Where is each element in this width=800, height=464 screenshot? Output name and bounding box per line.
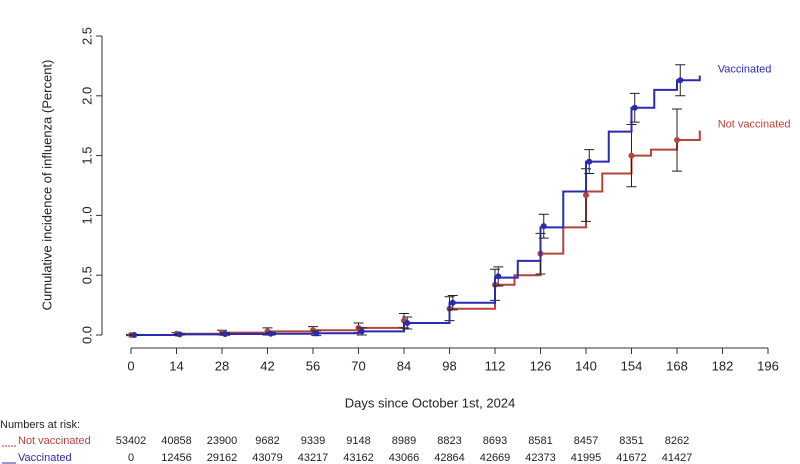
point (677, 77, 684, 84)
y-tick-label: 0.5 (79, 266, 94, 284)
point (449, 299, 456, 306)
risk-value: 8581 (528, 435, 552, 447)
x-tick-label: 126 (530, 358, 552, 373)
risk-value: 43162 (343, 452, 374, 464)
y-tick-label: 2.5 (79, 27, 94, 45)
risk-value: 8457 (574, 435, 598, 447)
risk-value: 53402 (116, 435, 147, 447)
point (267, 330, 274, 337)
risk-value: 41427 (662, 452, 693, 464)
x-tick-label: 98 (442, 358, 456, 373)
risk-table-title: Numbers at risk: (0, 419, 80, 431)
point (674, 137, 680, 144)
x-tick-label: 56 (306, 358, 320, 373)
x-axis-title: Days since October 1st, 2024 (345, 395, 516, 410)
risk-value: 8989 (392, 435, 416, 447)
step-line (131, 75, 701, 336)
x-tick-label: 70 (351, 358, 365, 373)
point (586, 158, 593, 165)
risk-value: 41672 (616, 452, 647, 464)
risk-value: 23900 (207, 435, 238, 447)
risk-value: 8351 (619, 435, 643, 447)
x-tick-label: 168 (666, 358, 688, 373)
series-label: Vaccinated (718, 63, 772, 75)
x-tick-label: 84 (397, 358, 411, 373)
risk-value: 43066 (389, 452, 420, 464)
risk-value: 29162 (207, 452, 238, 464)
x-tick-label: 0 (127, 358, 134, 373)
y-tick-label: 2.0 (79, 87, 94, 105)
risk-value: 8262 (665, 435, 689, 447)
x-tick-label: 14 (169, 358, 183, 373)
x-tick-label: 154 (621, 358, 643, 373)
risk-value: 41995 (571, 452, 602, 464)
risk-value: 42864 (434, 452, 465, 464)
risk-value: 0 (128, 452, 134, 464)
y-axis-title: Cumulative incidence of influenza (Perce… (39, 60, 54, 311)
risk-value: 43079 (252, 452, 283, 464)
x-tick-label: 140 (575, 358, 597, 373)
point (631, 104, 638, 111)
risk-row-label: Not vaccinated (18, 435, 91, 447)
point (404, 320, 411, 327)
point (540, 223, 547, 230)
risk-value: 12456 (161, 452, 192, 464)
risk-value: 42373 (525, 452, 556, 464)
y-tick-label: 0.0 (79, 326, 94, 344)
point (131, 332, 138, 338)
x-tick-label: 112 (485, 358, 506, 373)
risk-value: 42669 (480, 452, 511, 464)
y-tick-label: 1.5 (79, 147, 94, 165)
x-tick-label: 28 (215, 358, 229, 373)
point (176, 331, 183, 338)
risk-value: 9339 (301, 435, 325, 447)
risk-value: 8693 (483, 435, 507, 447)
point (313, 330, 320, 337)
point (495, 273, 502, 280)
y-tick-label: 1.0 (79, 206, 94, 224)
risk-value: 9682 (255, 435, 279, 447)
point (628, 152, 635, 159)
risk-value: 43217 (298, 452, 329, 464)
risk-value: 9148 (346, 435, 370, 447)
risk-value: 8823 (437, 435, 461, 447)
step-line (131, 130, 701, 336)
x-tick-label: 196 (757, 358, 779, 373)
risk-value: 40858 (161, 435, 192, 447)
point (583, 192, 589, 199)
x-tick-label: 42 (260, 358, 274, 373)
point (358, 328, 365, 335)
x-tick-label: 182 (712, 358, 734, 373)
series-label: Not vaccinated (718, 118, 791, 130)
point (222, 331, 229, 338)
risk-row-label: Vaccinated (18, 452, 72, 464)
